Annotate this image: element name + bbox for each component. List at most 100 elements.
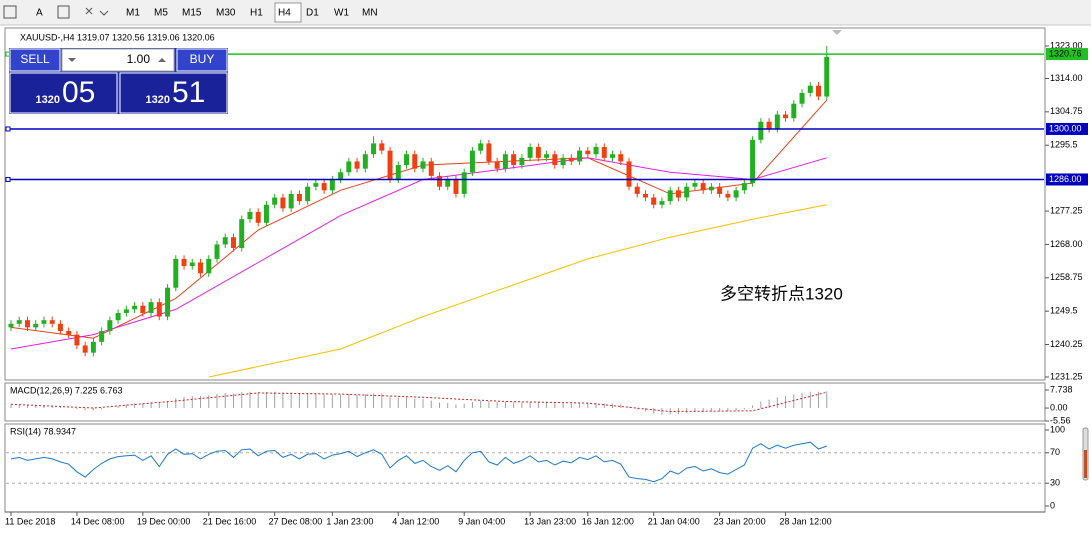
bid-box[interactable] (9, 72, 118, 114)
candle-body (741, 183, 747, 191)
candle-body (642, 193, 648, 198)
candle-body (585, 150, 591, 155)
y-tick-label: 1249.5 (1050, 306, 1078, 316)
y-tick-label: 1268.00 (1050, 239, 1083, 249)
candle-body (758, 121, 764, 140)
ask-box[interactable] (119, 72, 228, 114)
timeframe-button[interactable]: M15 (182, 8, 202, 19)
x-tick-label: 28 Jan 12:00 (780, 516, 832, 526)
candle-body (420, 161, 426, 169)
candle-body (230, 237, 236, 249)
candle-body (33, 323, 39, 328)
candle-body (255, 211, 261, 223)
candle-body (173, 258, 179, 288)
candle-body (338, 172, 344, 180)
sell-label[interactable]: SELL (20, 52, 50, 66)
level-label: 1320.76 (1049, 48, 1082, 58)
candle-body (544, 154, 550, 158)
candle-body (99, 331, 105, 342)
timeframe-button[interactable]: D1 (306, 8, 319, 19)
candle-body (354, 161, 360, 169)
tool-icon[interactable] (57, 5, 70, 19)
candle-body (659, 201, 665, 205)
macd-pane (4, 382, 1046, 422)
y-tick-label: 1295.5 (1050, 140, 1078, 150)
lots-value[interactable]: 1.00 (127, 52, 151, 66)
candle-body (247, 211, 253, 220)
buy-label[interactable]: BUY (190, 52, 215, 66)
candle-body (560, 157, 566, 166)
level-handle (5, 126, 11, 132)
candle-body (123, 309, 129, 313)
x-tick-label: 4 Jan 12:00 (392, 516, 439, 526)
tool-icon[interactable] (3, 5, 17, 19)
candle-body (49, 320, 55, 324)
y-tick-label: 1304.75 (1050, 106, 1083, 116)
y-tick-label: 1323.00 (1050, 40, 1083, 50)
tool-icon[interactable] (85, 7, 109, 16)
candle-body (214, 244, 220, 259)
candle-body (783, 114, 789, 119)
candle-body (601, 147, 607, 158)
candle-body (717, 186, 723, 194)
annotation: 多空转折点1320 (720, 284, 843, 303)
candle-body (766, 121, 772, 129)
candle-body (634, 186, 640, 194)
candle-body (181, 258, 187, 267)
timeframe-button[interactable]: H4 (278, 8, 291, 19)
candle-body (593, 147, 599, 155)
candle-body (651, 197, 657, 205)
candle-body (132, 305, 138, 310)
x-tick-label: 19 Dec 00:00 (137, 516, 191, 526)
candle-body (428, 161, 434, 176)
sell-button[interactable] (9, 48, 61, 72)
x-tick-label: 14 Dec 08:00 (71, 516, 125, 526)
level-label-bg (1046, 48, 1088, 61)
candle-body (74, 334, 80, 346)
timeframe-button[interactable]: MN (362, 8, 378, 19)
candle-body (156, 302, 162, 317)
toolbar (0, 0, 1091, 25)
candle-body (626, 161, 632, 187)
candle-body (610, 154, 616, 158)
candle-body (486, 143, 492, 162)
timeframe-button[interactable]: M5 (154, 8, 168, 19)
buy-button[interactable] (176, 48, 228, 72)
candle-body (115, 312, 121, 321)
candle-body (198, 262, 204, 274)
candle-body (321, 183, 327, 191)
rsi-pane (4, 423, 1046, 513)
candle-body (387, 150, 393, 180)
candle-body (140, 305, 146, 313)
candle-body (527, 147, 533, 158)
x-tick-label: 21 Jan 04:00 (648, 516, 700, 526)
timeframe-button[interactable]: W1 (334, 8, 349, 19)
timeframe-button[interactable]: M30 (216, 8, 236, 19)
y-tick-label: 70 (1050, 447, 1060, 457)
candle-body (263, 204, 269, 223)
timeframe-button[interactable]: M1 (126, 8, 140, 19)
x-tick-label: 27 Dec 08:00 (269, 516, 323, 526)
thermometer-fill (1084, 450, 1087, 478)
ask-big: 1320 (146, 94, 170, 106)
candle-body (107, 320, 113, 332)
signal-line (10, 391, 827, 413)
y-tick-label: 0 (1050, 500, 1055, 510)
candle-body (445, 179, 451, 187)
lots-input[interactable] (61, 48, 175, 72)
level-label: 1300.00 (1049, 123, 1082, 133)
trade-panel: SELL 1.00 BUY 1320 05 1320 51 (9, 48, 228, 114)
candle-body (469, 150, 475, 173)
shift-marker (832, 30, 842, 35)
timeframe-button[interactable]: H1 (250, 8, 263, 19)
candle-body (535, 147, 541, 158)
candle-body (379, 143, 385, 151)
candle-body (461, 172, 467, 194)
tool-icon[interactable]: A (36, 8, 43, 19)
candle-body (684, 186, 690, 198)
rsi-title: RSI(14) 78.9347 (10, 426, 76, 436)
candle-body (362, 154, 368, 169)
candle-body (733, 190, 739, 198)
y-tick-label: 1314.00 (1050, 73, 1083, 83)
y-tick-label: 7.738 (1050, 384, 1073, 394)
